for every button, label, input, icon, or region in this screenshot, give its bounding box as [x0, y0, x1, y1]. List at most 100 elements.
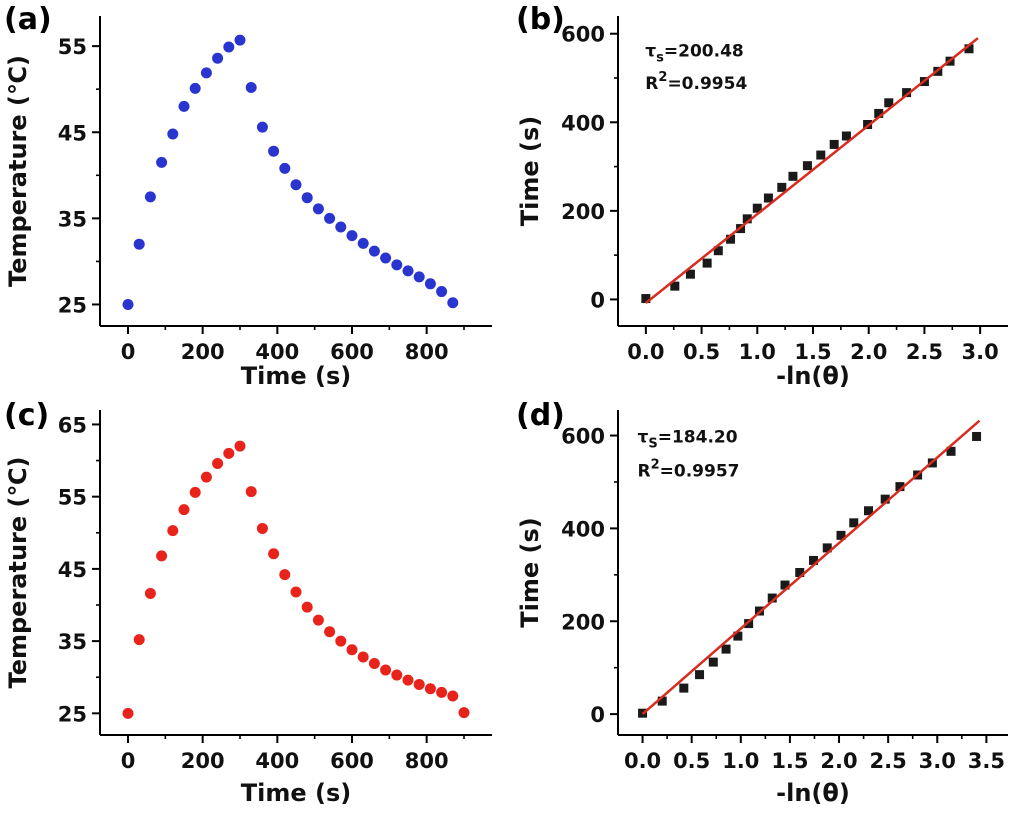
data-point: [447, 297, 459, 309]
y-tick-label: 400: [561, 517, 605, 541]
data-point: [972, 431, 982, 441]
panel-label-d: (d): [516, 398, 565, 433]
data-point: [144, 191, 156, 203]
data-point: [880, 494, 890, 504]
x-axis-label: Time (s): [241, 362, 351, 390]
data-point: [436, 286, 448, 298]
data-point: [836, 530, 846, 540]
y-tick-label: 55: [58, 35, 87, 59]
data-point: [424, 683, 436, 695]
data-point: [744, 619, 754, 629]
data-point: [312, 203, 324, 215]
data-point: [902, 88, 912, 98]
temperature-vs-time-chart-blue: 0 200 400 600 800 25 35 45 55 Time (s) Temperature…: [4, 16, 492, 390]
data-point: [290, 179, 302, 191]
x-tick-label: 3.0: [919, 749, 956, 773]
data-point: [436, 686, 448, 698]
y-axis-label: Temperature (℃): [4, 457, 32, 689]
data-point: [268, 145, 280, 157]
data-point: [802, 161, 812, 171]
x-tick-label: 800: [405, 340, 449, 364]
x-tick-label: 2.5: [906, 340, 943, 364]
data-point: [685, 269, 695, 279]
y-tick-label: 25: [58, 293, 87, 317]
data-point: [402, 265, 414, 277]
x-axis-label: Time (s): [241, 779, 351, 807]
y-tick-label: 600: [561, 23, 605, 47]
y-tick-label: 25: [58, 702, 87, 726]
data-point: [346, 230, 358, 242]
x-tick-label: 0: [121, 340, 136, 364]
annotation-text: R2=0.9954: [645, 70, 747, 94]
data-point: [346, 644, 358, 656]
x-tick-label: 1.0: [722, 749, 759, 773]
data-point: [391, 669, 403, 681]
x-tick-label: 200: [181, 340, 225, 364]
data-point: [767, 593, 777, 603]
data-point: [268, 548, 280, 560]
data-point: [223, 447, 235, 459]
data-point: [841, 131, 851, 141]
y-tick-label: 600: [561, 425, 605, 449]
data-point: [357, 237, 369, 249]
data-point: [829, 139, 839, 149]
data-point: [368, 245, 380, 257]
panel-label-c: (c): [4, 398, 50, 433]
data-point: [946, 446, 956, 456]
data-point: [424, 278, 436, 290]
x-tick-label: 200: [181, 749, 225, 773]
data-point: [167, 525, 179, 537]
panel-label-a: (a): [4, 2, 52, 37]
data-point: [245, 81, 257, 93]
data-point: [874, 108, 884, 118]
data-point: [335, 635, 347, 647]
data-point: [679, 683, 689, 693]
data-point: [200, 471, 212, 483]
data-point: [657, 696, 667, 706]
y-tick-label: 0: [590, 703, 605, 727]
x-tick-label: 2.0: [850, 340, 887, 364]
y-axis-label: Time (s): [516, 517, 544, 627]
x-tick-label: 0.5: [683, 340, 720, 364]
data-point: [223, 41, 235, 53]
data-point: [742, 214, 752, 224]
panel-a: (a) 0 200 400 600 800 25 35 45 55 Time (s) Tempera…: [0, 0, 512, 396]
data-point: [777, 182, 787, 192]
data-point: [256, 121, 268, 133]
data-point: [670, 281, 680, 291]
time-vs-lntheta-fit-chart-2: 0.0 0.5 1.0 1.5 2.0 2.5 3.0 3.5 0 200 400 600 -ln(θ)…: [516, 410, 1008, 807]
data-point: [234, 34, 246, 46]
data-point: [795, 568, 805, 577]
x-tick-label: 0.0: [624, 749, 661, 773]
y-tick-label: 65: [58, 413, 87, 437]
x-tick-label: 1.5: [794, 340, 831, 364]
data-point: [324, 626, 336, 638]
x-tick-label: 1.0: [739, 340, 776, 364]
data-point: [788, 171, 798, 181]
data-point: [368, 658, 380, 669]
data-point: [312, 614, 324, 626]
data-point: [721, 644, 731, 654]
x-tick-label: 2.5: [870, 749, 907, 773]
data-point: [708, 657, 718, 667]
data-point: [763, 193, 773, 203]
data-point: [380, 252, 392, 264]
data-point: [713, 246, 723, 256]
x-tick-label: 2.0: [820, 749, 857, 773]
data-point: [189, 486, 201, 498]
panel-d: (d) 0.0 0.5 1.0 1.5 2.0 2.5 3.0 3.5 0 200 400 600 -l…: [512, 396, 1024, 813]
fit-line: [641, 419, 981, 716]
data-point: [324, 212, 336, 224]
data-point: [212, 457, 224, 469]
data-point: [256, 522, 268, 534]
x-tick-label: 3.0: [962, 340, 999, 364]
x-tick-label: 3.5: [968, 749, 1005, 773]
data-point: [863, 120, 873, 129]
time-vs-lntheta-fit-chart-1: 0.0 0.5 1.0 1.5 2.0 2.5 3.0 0 200 400 600 -ln(θ) Tim…: [516, 16, 1008, 390]
data-point: [357, 651, 369, 663]
y-tick-label: 35: [58, 207, 87, 231]
annotation-text: τs=200.48: [645, 41, 743, 65]
data-point: [413, 678, 425, 690]
x-axis-label: -ln(θ): [776, 362, 850, 390]
